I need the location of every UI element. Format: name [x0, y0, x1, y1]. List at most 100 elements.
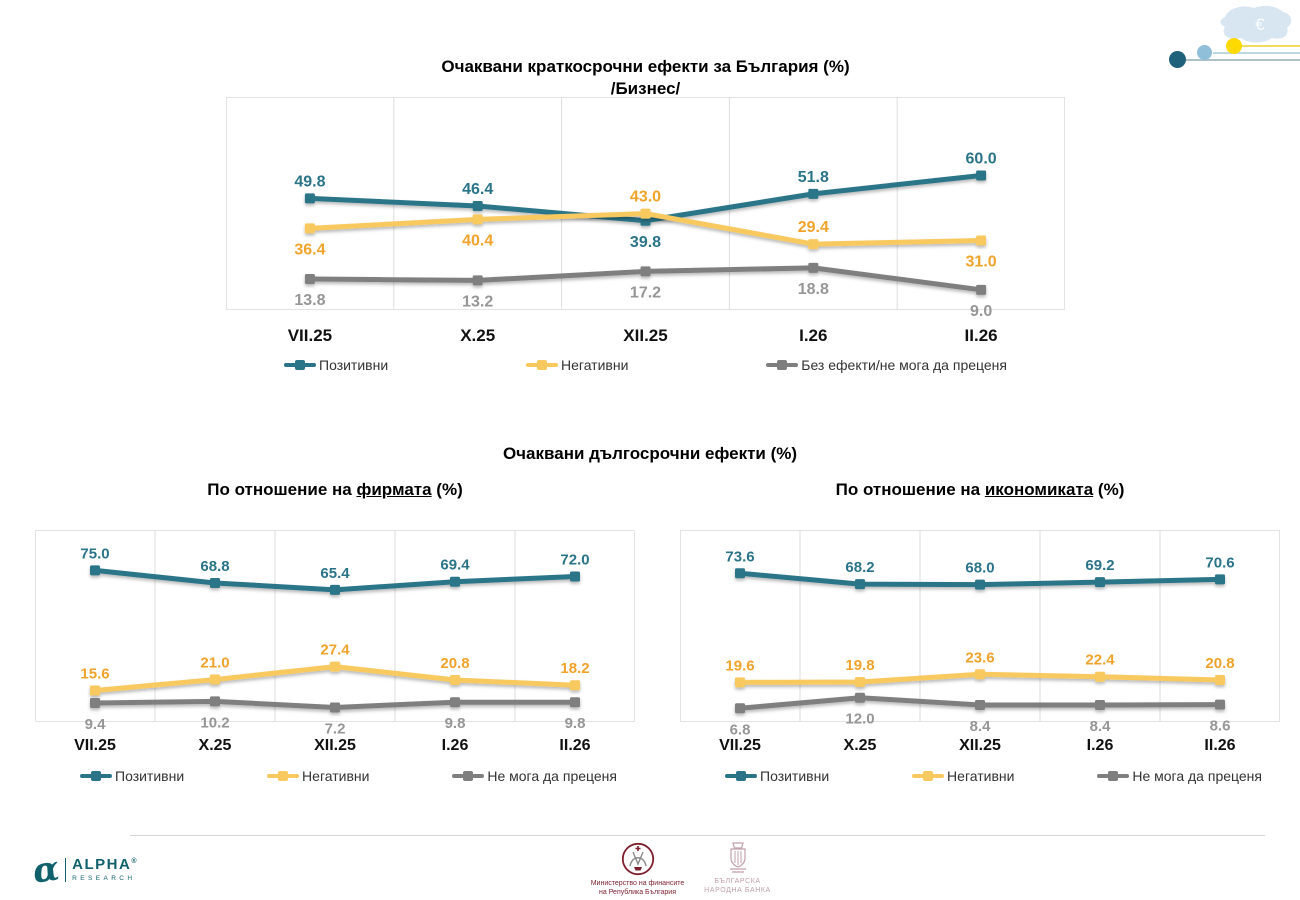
decor-line-yellow — [1242, 45, 1300, 47]
data-marker — [1215, 674, 1225, 685]
firm-legend: Позитивни Негативни Не мога да преценя — [35, 768, 635, 784]
ministry-of-finance-logo: Министерство на финансите на Република Б… — [575, 842, 700, 897]
point-label: 17.2 — [630, 284, 661, 301]
data-marker — [570, 697, 580, 708]
bnb-name-line2: НАРОДНА БАНКА — [704, 887, 771, 894]
decor-line-blue — [1213, 52, 1300, 54]
point-label: 13.8 — [294, 292, 325, 309]
alpha-glyph-icon: α — [30, 848, 62, 892]
economy-effects-chart: 73.6 68.2 68.0 69.2 70.6 19.6 19.8 23.6 22.4 20.8… — [680, 530, 1280, 754]
bnb-name-line1: БЪЛГАРСКА — [714, 878, 761, 885]
ministry-emblem-icon — [621, 842, 654, 876]
data-marker — [450, 576, 460, 587]
point-label: 8.6 — [1210, 718, 1231, 735]
data-marker — [975, 700, 985, 711]
x-axis-label: VII.25 — [288, 326, 332, 345]
series-0 — [90, 565, 580, 595]
point-label: 68.8 — [200, 558, 229, 575]
data-marker — [1095, 700, 1105, 711]
data-marker — [472, 214, 483, 225]
point-label: 75.0 — [80, 545, 109, 562]
footer-divider — [130, 835, 1265, 836]
data-marker — [304, 223, 315, 234]
series-1 — [735, 669, 1225, 688]
point-label: 46.4 — [462, 181, 493, 198]
economy-chart-title: По отношение на икономиката (%) — [680, 480, 1280, 500]
data-marker — [90, 698, 100, 709]
series-2 — [90, 696, 580, 713]
data-marker — [570, 680, 580, 691]
bnb-crest-icon — [729, 842, 746, 873]
data-marker — [210, 696, 220, 707]
registered-mark: ® — [131, 858, 139, 865]
legend-item-cannot-judge: Не мога да преценя — [452, 768, 617, 784]
ministry-name-line2: на Република България — [598, 889, 676, 896]
legend-label-negative: Негативни — [302, 768, 370, 784]
legend-item-negative: Негативни — [912, 768, 1014, 784]
point-label: 51.8 — [798, 169, 829, 186]
x-axis-label: I.26 — [799, 326, 827, 345]
point-label: 18.8 — [798, 281, 829, 298]
firm-title-prefix: По отношение на — [207, 480, 357, 499]
data-marker — [975, 669, 985, 680]
legend-item-no-effect: Без ефекти/не мога да преценя — [766, 357, 1007, 373]
plot-border — [35, 530, 635, 722]
point-label: 10.2 — [200, 714, 229, 731]
legend-marker-positive — [725, 771, 757, 781]
series-2 — [735, 692, 1225, 714]
x-axis-label: XII.25 — [623, 326, 667, 345]
data-marker — [735, 703, 745, 714]
point-label: 9.8 — [445, 715, 466, 732]
data-marker — [472, 275, 483, 286]
data-marker — [330, 702, 340, 713]
x-axis-label: XII.25 — [314, 737, 356, 754]
point-label: 8.4 — [970, 718, 992, 735]
bnb-logo: БЪЛГАРСКА НАРОДНА БАНКА — [685, 842, 790, 895]
data-marker — [90, 565, 100, 576]
legend-item-negative: Негативни — [267, 768, 369, 784]
point-label: 36.4 — [294, 241, 325, 258]
legend-label-positive: Позитивни — [115, 768, 185, 784]
data-marker — [210, 577, 220, 588]
point-label: 9.0 — [970, 303, 992, 320]
long-term-section-title: Очаквани дългосрочни ефекти (%) — [502, 444, 798, 463]
point-label: 43.0 — [630, 189, 661, 206]
data-marker — [304, 193, 315, 204]
decor-dot-blue — [1197, 45, 1212, 60]
point-label: 9.8 — [565, 715, 586, 732]
legend-item-positive: Позитивни — [725, 768, 829, 784]
short-term-chart-title: Очаквани краткосрочни ефекти за България… — [441, 57, 850, 76]
data-marker — [1215, 699, 1225, 710]
point-label: 21.0 — [200, 655, 229, 672]
economy-legend: Позитивни Негативни Не мога да преценя — [680, 768, 1280, 784]
firm-title-suffix: (%) — [431, 480, 463, 499]
decor-line-gray — [1186, 59, 1300, 61]
firm-chart-title: По отношение на фирмата (%) — [35, 480, 635, 500]
legend-label-negative: Негативни — [947, 768, 1015, 784]
point-label: 69.2 — [1085, 557, 1114, 574]
series-1 — [304, 208, 987, 250]
x-axis-label: VII.25 — [74, 737, 116, 754]
map-shape — [1220, 5, 1292, 43]
firm-title-underlined: фирмата — [356, 480, 432, 499]
legend-item-positive: Позитивни — [284, 357, 388, 373]
legend-marker-positive — [284, 360, 316, 370]
x-axis-label: I.26 — [1087, 737, 1114, 754]
data-marker — [855, 579, 865, 590]
alpha-sub-text: RESEARCH — [72, 875, 136, 882]
legend-marker-negative — [526, 360, 558, 370]
short-term-chart-subtitle: /Бизнес/ — [610, 79, 681, 98]
plot-border — [680, 530, 1280, 722]
point-label: 40.4 — [462, 232, 493, 249]
alpha-research-logo: α ALPHA® RESEARCH — [30, 848, 139, 892]
legend-marker-negative — [267, 771, 300, 781]
legend-label-cannot-judge: Не мога да преценя — [1132, 768, 1262, 784]
point-label: 60.0 — [966, 150, 997, 167]
legend-item-cannot-judge: Не мога да преценя — [1097, 768, 1262, 784]
alpha-brand-text: ALPHA® — [72, 856, 139, 873]
short-term-effects-chart: 49.8 46.4 39.8 51.8 60.0 36.4 40.4 43.0 29.4 31.0… — [226, 97, 1065, 345]
point-label: 73.6 — [725, 548, 754, 565]
legend-label-positive: Позитивни — [319, 357, 389, 373]
point-label: 65.4 — [320, 565, 350, 582]
data-marker — [975, 579, 985, 590]
